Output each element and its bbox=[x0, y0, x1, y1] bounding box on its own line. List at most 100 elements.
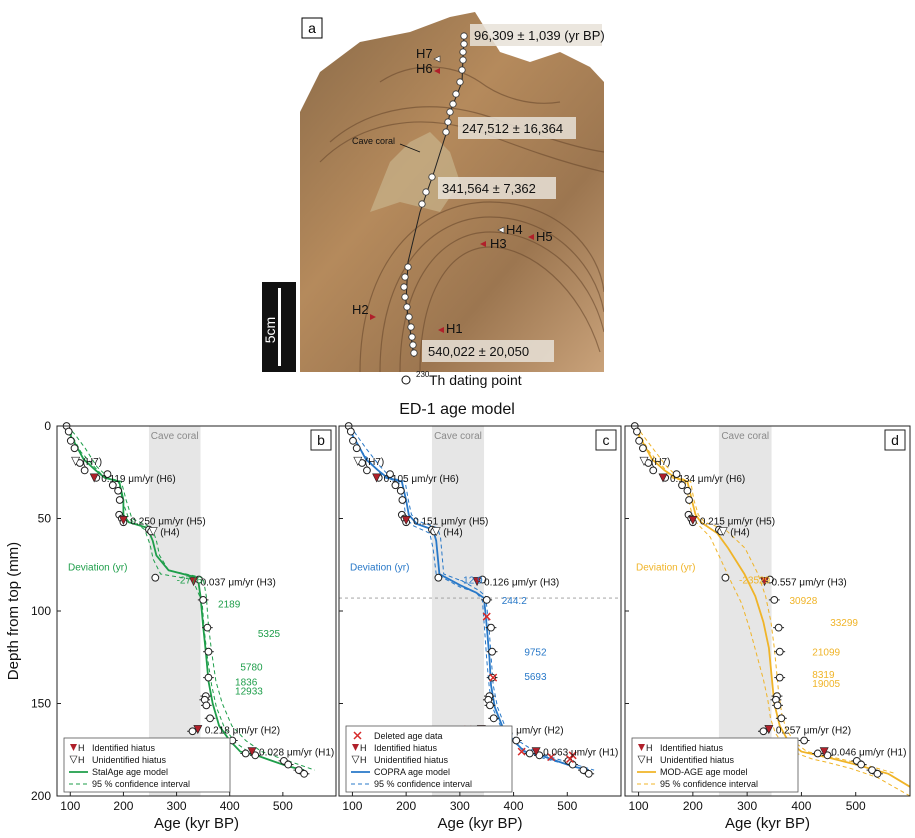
x-tick-label: 500 bbox=[846, 799, 866, 813]
photo-label-h5: H5 bbox=[536, 229, 553, 244]
deviation-label: 9752 bbox=[524, 648, 547, 659]
x-tick-label: 300 bbox=[167, 799, 187, 813]
deviation-heading: Deviation (yr) bbox=[68, 562, 127, 573]
panel-a-label: a bbox=[308, 20, 316, 36]
cave-coral-label: Cave coral bbox=[352, 136, 395, 146]
x-tick-label: 300 bbox=[737, 799, 757, 813]
date-label-1: 96,309 ± 1,039 (yr BP) bbox=[474, 28, 605, 43]
identified-hiatus-marker bbox=[89, 473, 99, 483]
dating-point bbox=[721, 573, 730, 582]
hiatus-label: 0.105 μm/yr (H6) bbox=[384, 474, 459, 485]
age-model-line bbox=[65, 425, 305, 771]
deleted-age-marker bbox=[482, 612, 491, 621]
x-axis-label: Age (kyr BP) bbox=[154, 815, 239, 832]
panel-label: c bbox=[603, 432, 610, 448]
x-tick-label: 500 bbox=[273, 799, 293, 813]
dating-point bbox=[489, 714, 498, 723]
deviation-label: 2189 bbox=[218, 600, 241, 611]
legend-label: StalAge age model bbox=[92, 767, 168, 777]
x-tick-label: 200 bbox=[683, 799, 703, 813]
dating-point bbox=[857, 760, 866, 769]
scale-bar-mark bbox=[278, 288, 281, 366]
y-axis-label: Depth from top (mm) bbox=[5, 542, 22, 680]
date-label-3: 341,564 ± 7,362 bbox=[442, 181, 536, 196]
x-tick-label: 400 bbox=[504, 799, 524, 813]
dating-point bbox=[204, 647, 213, 656]
panel-label: d bbox=[891, 432, 899, 448]
hiatus-label: 0.126 μm/yr (H3) bbox=[484, 577, 559, 588]
dating-point bbox=[683, 486, 692, 495]
hiatus-label: (H4) bbox=[160, 527, 179, 538]
identified-hiatus-marker bbox=[247, 747, 257, 757]
x-tick-label: 300 bbox=[450, 799, 470, 813]
hiatus-label: (H4) bbox=[443, 527, 462, 538]
date-label-4: 540,022 ± 20,050 bbox=[428, 344, 529, 359]
panel-label-box bbox=[310, 429, 332, 451]
legend-dating-superscript: 230 bbox=[416, 370, 430, 379]
cave-coral-band-label: Cave coral bbox=[721, 431, 769, 442]
dating-point bbox=[396, 486, 405, 495]
hiatus-label: 0.257 μm/yr (H2) bbox=[776, 725, 851, 736]
legend-dating-point-symbol bbox=[401, 375, 411, 385]
dating-point bbox=[206, 714, 214, 723]
cave-coral-zone bbox=[370, 132, 460, 212]
deleted-age-marker bbox=[568, 751, 577, 760]
legend-label: Identified hiatus bbox=[374, 743, 438, 753]
dating-point bbox=[103, 470, 112, 479]
deviation-label: 5693 bbox=[524, 672, 547, 683]
dating-point bbox=[202, 701, 211, 710]
hiatus-label: 0.063 μm/yr (H1) bbox=[543, 748, 618, 759]
deviation-label: 8319 bbox=[812, 670, 835, 681]
hiatus-label: 0.250 μm/yr (H5) bbox=[130, 516, 205, 527]
dating-point bbox=[66, 436, 75, 445]
x-tick-label: 400 bbox=[220, 799, 240, 813]
deviation-heading: Deviation (yr) bbox=[636, 562, 695, 573]
identified-hiatus-marker bbox=[688, 516, 698, 526]
legend-label: 95 % confidence interval bbox=[374, 779, 472, 789]
dating-point bbox=[80, 466, 89, 475]
dating-point bbox=[512, 736, 521, 745]
photo-hiatus-labels: H7 H6 H4 H5 H3 H2 H1 bbox=[352, 46, 553, 336]
identified-hiatus-marker bbox=[118, 516, 128, 526]
panel-a-label-box bbox=[301, 17, 323, 39]
x-tick-label: 100 bbox=[342, 799, 362, 813]
unidentified-hiatus-marker bbox=[718, 527, 728, 537]
legend-label: Identified hiatus bbox=[92, 743, 156, 753]
hiatus-label: 0.037 μm/yr (H3) bbox=[201, 577, 276, 588]
legend-label: Deleted age data bbox=[374, 731, 443, 741]
panel-label-box bbox=[884, 429, 906, 451]
legend-unidentified-symbol bbox=[637, 755, 646, 764]
hiatus-label: 0.119 μm/yr (H6) bbox=[101, 474, 175, 485]
dating-point bbox=[639, 444, 647, 453]
charts: Cave coral (H7) 0.119 μm/yr (H6) 0.250 μm/y… bbox=[5, 419, 911, 832]
dating-point bbox=[115, 496, 124, 504]
y-tick-label: 100 bbox=[31, 604, 51, 618]
hiatus-label: 0.281 μm/yr (H2) bbox=[488, 725, 563, 736]
dating-point bbox=[108, 481, 117, 490]
legend-h-text: H bbox=[78, 755, 85, 765]
legend-deleted-symbol bbox=[353, 731, 362, 740]
dating-point bbox=[482, 596, 491, 604]
legend-label: Unidentified hiatus bbox=[92, 755, 167, 765]
legend-label: Unidentified hiatus bbox=[660, 755, 735, 765]
unidentified-hiatus-marker bbox=[148, 527, 158, 537]
identified-hiatus-marker bbox=[401, 516, 411, 526]
x-axis-label: Age (kyr BP) bbox=[437, 815, 522, 832]
photo-date-labels bbox=[422, 24, 602, 362]
cave-coral-band-label: Cave coral bbox=[151, 431, 199, 442]
deviation-label: 5325 bbox=[258, 629, 281, 640]
identified-hiatus-marker bbox=[764, 725, 774, 735]
photo-label-h6: H6 bbox=[416, 61, 433, 76]
unidentified-hiatus-marker bbox=[71, 456, 81, 466]
legend-label: MOD-AGE age model bbox=[660, 767, 748, 777]
panel-label-box bbox=[595, 429, 617, 451]
hiatus-label: (H7) bbox=[651, 457, 670, 468]
deviation-heading: Deviation (yr) bbox=[350, 562, 409, 573]
x-axis-label: Age (kyr BP) bbox=[725, 815, 810, 832]
dating-point bbox=[773, 701, 782, 710]
cave-coral-band-label: Cave coral bbox=[434, 431, 482, 442]
hiatus-label: 0.028 μm/yr (H1) bbox=[259, 748, 334, 759]
photo-label-h1: H1 bbox=[446, 321, 463, 336]
x-tick-label: 100 bbox=[629, 799, 649, 813]
